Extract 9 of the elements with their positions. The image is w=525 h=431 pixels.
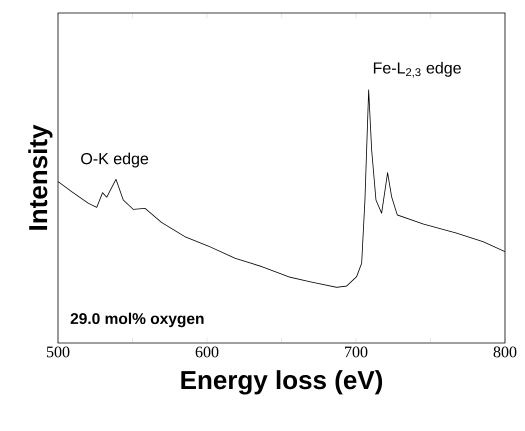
annotation: 29.0 mol% oxygen	[70, 312, 204, 328]
text: Fe-L$_{2,3}$ edge	[374, 62, 461, 78]
x-tick-label: 500	[46, 346, 70, 358]
y-axis-title: Intensity	[28, 124, 52, 230]
x-tick-label: 800	[494, 346, 516, 358]
annotation: O-K edge	[81, 152, 148, 168]
x-axis-title: Energy loss (eV)	[181, 370, 382, 395]
x-tick-label: 600	[196, 346, 218, 358]
x-tick-label: 700	[345, 346, 368, 358]
